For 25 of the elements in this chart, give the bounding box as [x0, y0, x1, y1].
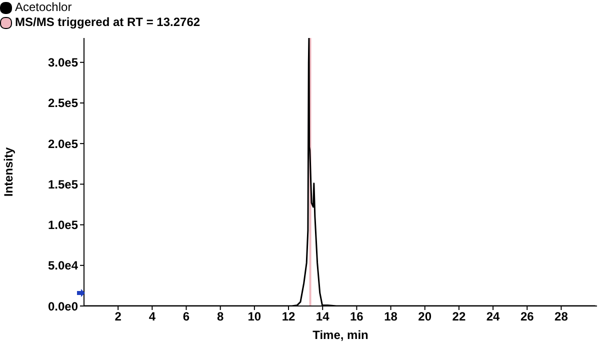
x-tick-label: 2 [114, 310, 122, 324]
x-tick-label: 14 [316, 310, 330, 324]
x-tick-label: 4 [148, 310, 156, 324]
y-tick-label: 0.0e0 [48, 299, 78, 314]
x-tick-label: 10 [248, 310, 262, 324]
legend-label: MS/MS triggered at RT = 13.2762 [15, 15, 200, 30]
y-axis-title: Intensity [1, 147, 16, 197]
y-tick-label: 2.0e5 [48, 136, 78, 151]
x-tick-label: 28 [554, 310, 568, 324]
x-tick-label: 24 [486, 310, 500, 324]
y-tick-label: 1.5e5 [48, 177, 78, 192]
x-tick-label: 8 [217, 310, 224, 324]
x-tick-label: 18 [384, 310, 398, 324]
x-axis-title: Time, min [312, 328, 368, 342]
x-tick-label: 20 [418, 310, 432, 324]
x-tick-label: 22 [452, 310, 466, 324]
x-tick-label: 16 [350, 310, 364, 324]
y-tick-label: 5.0e4 [48, 258, 78, 273]
x-tick-label: 6 [182, 310, 190, 324]
x-tick-label: 12 [282, 310, 296, 324]
x-tick-label: 26 [520, 310, 534, 324]
y-tick-label: 2.5e5 [48, 96, 78, 110]
y-tick-label: 3.0e5 [48, 56, 78, 70]
y-tick-label: 1.0e5 [48, 218, 78, 232]
legend-label: Acetochlor [15, 0, 72, 15]
